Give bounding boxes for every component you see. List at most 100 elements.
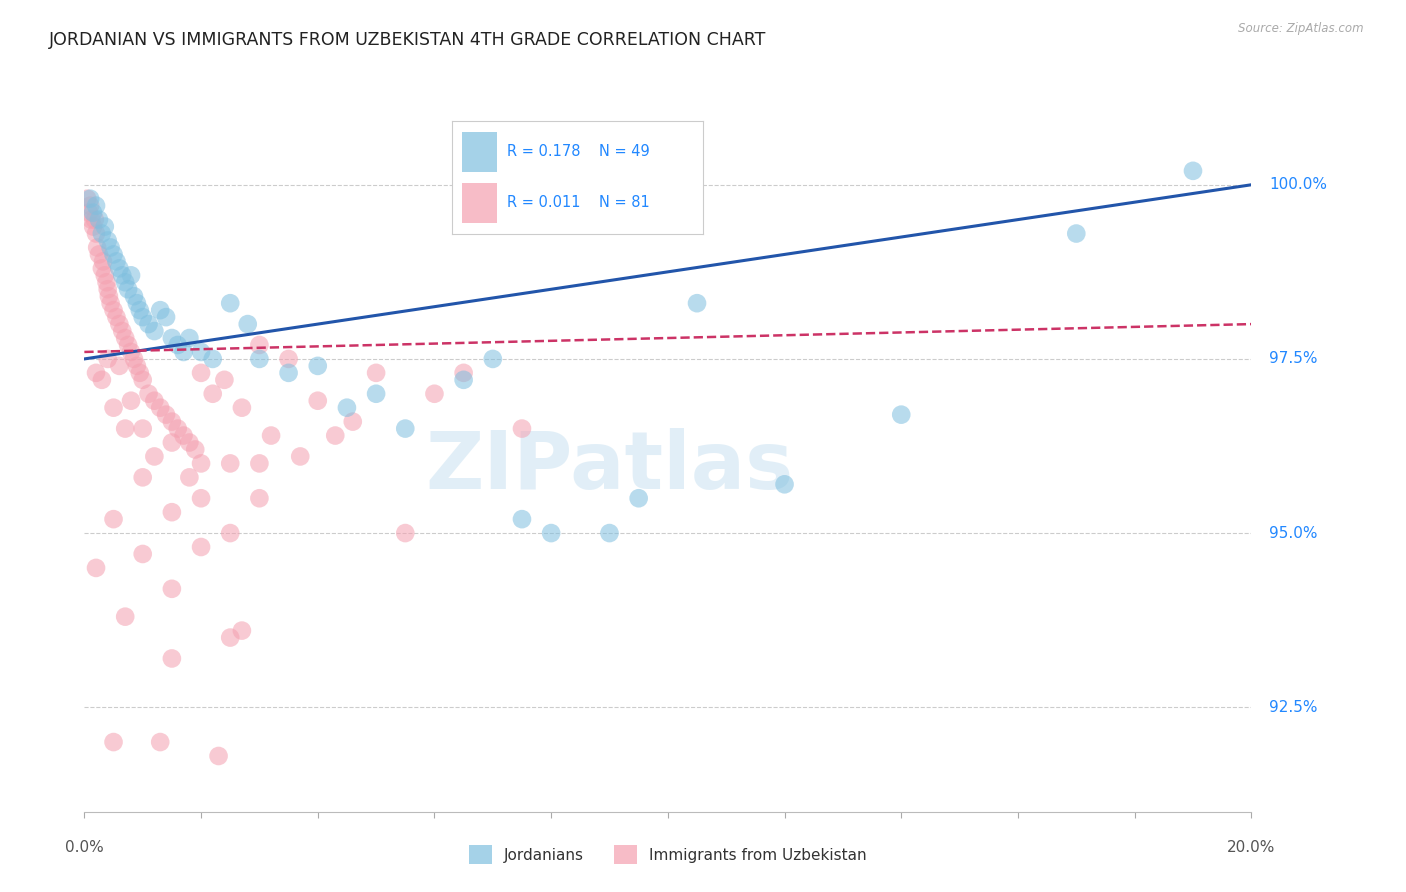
- Point: [219, 296, 242, 310]
- Point: [366, 366, 388, 380]
- Point: [173, 345, 195, 359]
- Point: [143, 450, 166, 464]
- Point: [96, 275, 118, 289]
- Point: [166, 421, 188, 435]
- Point: [90, 373, 112, 387]
- Point: [103, 512, 125, 526]
- Point: [122, 289, 145, 303]
- Point: [100, 296, 122, 310]
- Point: [160, 435, 183, 450]
- Point: [97, 351, 120, 366]
- Point: [453, 373, 475, 387]
- Point: [86, 240, 108, 254]
- Text: 100.0%: 100.0%: [1268, 178, 1327, 193]
- Point: [207, 749, 229, 764]
- Point: [214, 373, 236, 387]
- Point: [132, 470, 155, 484]
- Point: [686, 296, 709, 310]
- Point: [149, 303, 172, 318]
- Point: [84, 366, 107, 380]
- Point: [179, 331, 201, 345]
- Point: [155, 310, 177, 325]
- Point: [190, 345, 212, 359]
- Text: Source: ZipAtlas.com: Source: ZipAtlas.com: [1239, 22, 1364, 36]
- Point: [190, 366, 212, 380]
- Point: [103, 247, 125, 261]
- Point: [219, 526, 242, 541]
- Point: [132, 373, 155, 387]
- Point: [114, 331, 136, 345]
- Point: [122, 351, 145, 366]
- Point: [190, 491, 212, 506]
- Point: [307, 359, 329, 373]
- Point: [125, 296, 148, 310]
- Point: [87, 247, 110, 261]
- Text: 0.0%: 0.0%: [65, 839, 104, 855]
- Point: [143, 393, 166, 408]
- Point: [111, 324, 134, 338]
- Point: [599, 526, 621, 541]
- Point: [160, 331, 183, 345]
- Point: [138, 386, 160, 401]
- Point: [97, 289, 120, 303]
- Point: [114, 609, 136, 624]
- Point: [394, 526, 416, 541]
- Point: [114, 275, 136, 289]
- Point: [125, 359, 148, 373]
- Point: [423, 386, 446, 401]
- Point: [249, 491, 271, 506]
- Point: [76, 192, 98, 206]
- Point: [890, 408, 912, 422]
- Point: [184, 442, 207, 457]
- Point: [155, 408, 177, 422]
- Point: [117, 338, 139, 352]
- Point: [103, 401, 125, 415]
- Point: [132, 421, 155, 435]
- Point: [120, 393, 142, 408]
- Point: [160, 505, 183, 519]
- Point: [149, 735, 172, 749]
- Text: ZIPatlas: ZIPatlas: [426, 428, 793, 506]
- Point: [219, 631, 242, 645]
- Point: [179, 470, 201, 484]
- Point: [97, 234, 120, 248]
- Point: [149, 401, 172, 415]
- Point: [108, 359, 131, 373]
- Point: [277, 351, 299, 366]
- Point: [108, 317, 131, 331]
- Point: [201, 351, 224, 366]
- Point: [94, 268, 117, 283]
- Text: 95.0%: 95.0%: [1268, 525, 1317, 541]
- Point: [190, 457, 212, 471]
- Point: [1182, 164, 1205, 178]
- Text: 4th Grade: 4th Grade: [0, 408, 4, 484]
- Point: [249, 338, 271, 352]
- Point: [290, 450, 312, 464]
- Point: [366, 386, 388, 401]
- Point: [100, 240, 122, 254]
- Point: [97, 282, 120, 296]
- Point: [323, 428, 346, 442]
- Point: [190, 540, 212, 554]
- Point: [540, 526, 562, 541]
- Point: [342, 415, 364, 429]
- Point: [143, 324, 166, 338]
- Point: [132, 310, 155, 325]
- Point: [179, 435, 201, 450]
- Point: [482, 351, 505, 366]
- Point: [277, 366, 299, 380]
- Point: [260, 428, 283, 442]
- Point: [231, 401, 253, 415]
- Point: [108, 261, 131, 276]
- Point: [79, 192, 101, 206]
- Point: [160, 582, 183, 596]
- Point: [773, 477, 796, 491]
- Point: [394, 421, 416, 435]
- Point: [453, 366, 475, 380]
- Point: [83, 212, 105, 227]
- Point: [103, 303, 125, 318]
- Point: [231, 624, 253, 638]
- Point: [1066, 227, 1088, 241]
- Point: [510, 512, 533, 526]
- Point: [90, 227, 112, 241]
